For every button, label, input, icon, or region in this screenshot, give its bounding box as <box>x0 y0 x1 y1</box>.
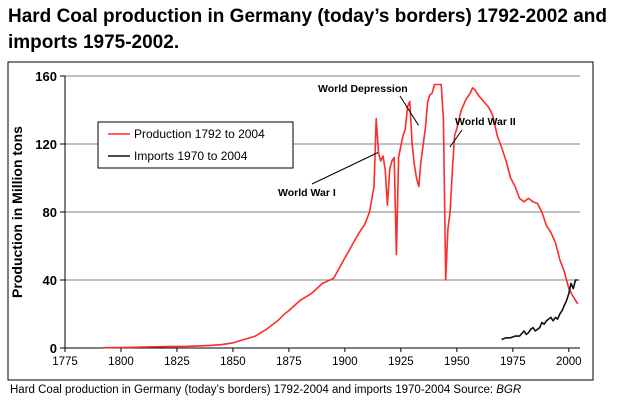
x-tick-label: 2000 <box>556 356 582 368</box>
y-tick-label: 120 <box>35 137 57 152</box>
annotation-leader <box>311 152 379 185</box>
series-production-line <box>103 83 579 349</box>
y-axis-label: Production in Million tons <box>9 126 25 298</box>
x-tick-label: 1850 <box>220 356 246 368</box>
x-tick-label: 1775 <box>52 356 78 368</box>
chart-frame <box>7 61 594 381</box>
series-imports-line <box>501 279 578 341</box>
legend-entry: Production 1792 to 2004 <box>134 127 265 141</box>
y-tick-label: 0 <box>50 341 57 356</box>
x-tick-label: 1875 <box>276 356 302 368</box>
caption-source: BGR <box>496 384 522 396</box>
legend-entry: Imports 1970 to 2004 <box>134 149 248 163</box>
annotation-label: World War I <box>278 187 336 199</box>
figure-caption: Hard Coal production in Germany (today’s… <box>10 384 635 396</box>
annotation-label: World War II <box>455 116 516 128</box>
chart-title: Hard Coal production in Germany (today’s… <box>8 6 608 53</box>
legend: Production 1792 to 2004 Imports 1970 to 2… <box>97 121 294 169</box>
annotation-leader <box>449 129 463 148</box>
x-tick-label: 1925 <box>388 356 414 368</box>
x-tick-label: 1825 <box>164 356 190 368</box>
y-tick-label: 40 <box>43 273 57 288</box>
x-tick-label: 1800 <box>108 356 134 368</box>
caption-text: Hard Coal production in Germany (today’s… <box>10 384 497 396</box>
legend-box <box>97 121 294 169</box>
y-tick-label: 160 <box>35 69 57 84</box>
x-tick-label: 1975 <box>500 356 526 368</box>
x-tick-label: 1950 <box>444 356 470 368</box>
y-tick-label: 80 <box>43 205 57 220</box>
annotation-leader <box>399 95 419 126</box>
annotation-label: World Depression <box>318 83 408 95</box>
x-tick-label: 1900 <box>332 356 358 368</box>
